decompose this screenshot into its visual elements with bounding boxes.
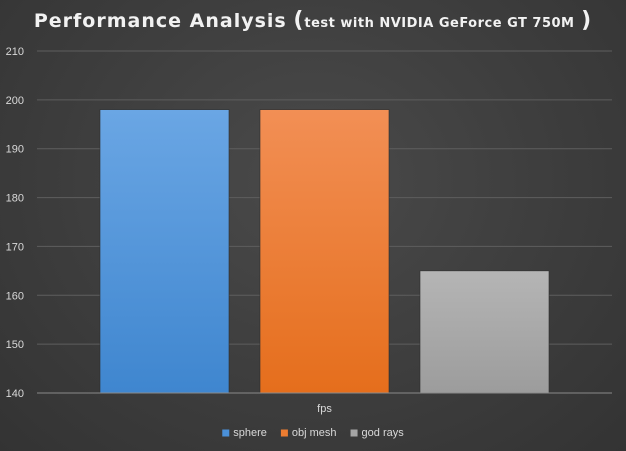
bar-layer bbox=[99, 109, 550, 394]
chart-title-paren-close: ) bbox=[581, 8, 593, 33]
y-tick-label: 160 bbox=[6, 290, 24, 302]
y-tick-label: 180 bbox=[6, 193, 24, 205]
bar-obj-mesh bbox=[259, 109, 390, 394]
legend-swatch bbox=[280, 429, 288, 437]
chart-title-main: Performance Analysis bbox=[33, 10, 287, 32]
y-tick-label: 210 bbox=[6, 46, 24, 58]
bar-god-rays bbox=[419, 270, 550, 394]
y-tick-label: 150 bbox=[6, 339, 24, 351]
y-tick-label: 200 bbox=[6, 95, 24, 107]
y-tick-label: 170 bbox=[6, 241, 24, 253]
legend: sphere obj mesh god rays bbox=[222, 427, 404, 439]
legend-label: obj mesh bbox=[292, 427, 337, 439]
y-tick-label: 190 bbox=[6, 144, 24, 156]
legend-swatch bbox=[350, 429, 358, 437]
axis-layer: 140 150 160 170 180 190 200 210 fps bbox=[6, 46, 612, 415]
legend-label: god rays bbox=[362, 427, 405, 439]
legend-label: sphere bbox=[233, 427, 267, 439]
chart-title-sub: test with NVIDIA GeForce GT 750M bbox=[304, 16, 575, 31]
bar-sphere bbox=[99, 109, 230, 394]
chart-title: Performance Analysis (test with NVIDIA G… bbox=[0, 8, 626, 33]
x-tick-label: fps bbox=[317, 403, 332, 415]
y-tick-label: 140 bbox=[6, 388, 24, 400]
legend-swatch bbox=[222, 429, 230, 437]
chart-title-paren-open: ( bbox=[293, 8, 305, 33]
